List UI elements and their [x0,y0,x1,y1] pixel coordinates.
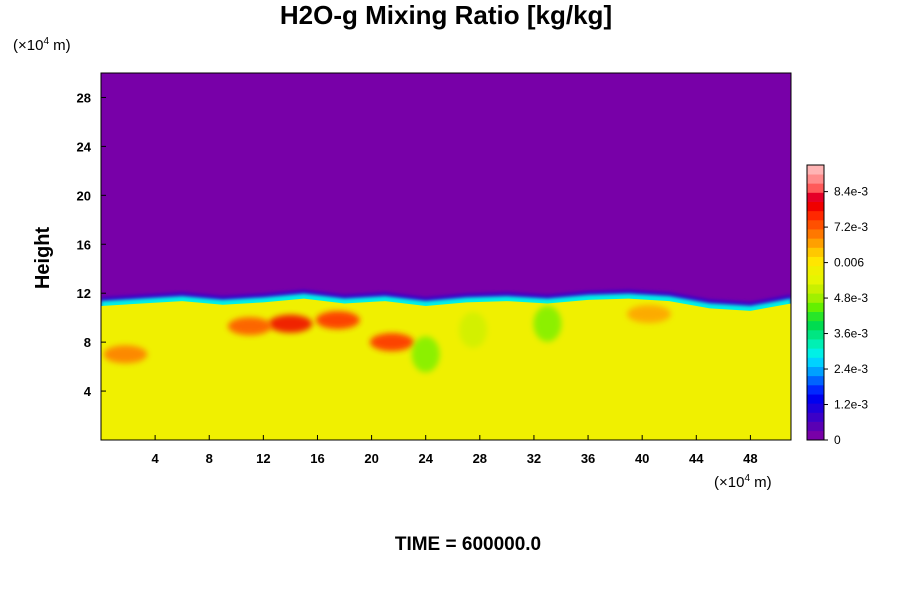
y-tick-label: 16 [77,237,91,252]
x-tick-label: 8 [206,451,213,466]
colorbar: 0 1.2e-3 2.4e-3 3.6e-3 4.8e-3 0.006 7.2e-3 8.4e… [806,164,868,447]
y-tick-label: 4 [84,384,92,399]
moist-patch [626,304,671,323]
moist-patch [227,317,272,336]
x-ticks: 4 8 12 16 20 24 28 32 36 40 44 48 [152,435,758,466]
x-tick-label: 16 [310,451,324,466]
moist-patch [369,333,414,352]
x-tick-label: 24 [418,451,433,466]
colorbar-segment [807,201,824,212]
y-tick-label: 28 [77,90,91,105]
colorbar-segment [807,394,824,404]
x-tick-label: 28 [473,451,487,466]
colorbar-tick-label: 8.4e-3 [834,185,868,199]
colorbar-segment [807,375,824,386]
colorbar-segment [807,229,824,239]
colorbar-segment [807,183,824,193]
y-tick-label: 12 [77,286,91,301]
colorbar-segment [807,192,824,202]
dry-patch [411,336,440,373]
colorbar-segment [807,293,824,303]
lower-moist-layer [101,298,791,440]
colorbar-segment [807,339,824,349]
colorbar-tick-label: 1.2e-3 [834,398,868,412]
colorbar-tick-label: 3.6e-3 [834,327,868,341]
y-tick-label: 20 [77,188,91,203]
colorbar-tick-label: 2.4e-3 [834,362,868,376]
colorbar-segment [807,311,824,322]
colorbar-segment [807,247,824,257]
colorbar-frame [806,164,825,441]
colorbar-segment [807,165,824,175]
colorbar-segment [807,366,824,377]
x-tick-label: 4 [152,451,160,466]
chart-title: H2O-g Mixing Ratio [kg/kg] [280,0,612,30]
colorbar-segment [807,421,824,432]
x-tick-label: 44 [689,451,704,466]
moisture-patches [103,304,671,373]
colorbar-segment [807,220,824,230]
colorbar-segment [807,320,824,331]
dry-patch [533,305,562,342]
x-unit-base: (×10 [714,474,744,491]
colorbar-tick-label: 7.2e-3 [834,220,868,234]
colorbar-segment [807,348,824,358]
colorbar-segment [807,385,824,395]
y-unit-suffix: m) [49,37,71,54]
colorbar-segment [807,174,824,184]
y-unit-label: (×104 m) [13,36,71,54]
y-tick-label: 8 [84,335,91,350]
x-unit-exponent: 4 [744,473,750,484]
x-tick-label: 40 [635,451,649,466]
dry-patch [459,311,488,348]
x-tick-label: 48 [743,451,757,466]
colorbar-segment [807,210,824,221]
moist-patch [268,314,313,333]
colorbar-segment [807,403,824,413]
colorbar-tick-label: 0 [834,433,841,447]
colorbar-tick-label: 0.006 [834,256,864,270]
y-axis-label: Height [32,227,54,290]
plot-frame [100,72,792,441]
x-tick-label: 32 [527,451,541,466]
x-unit-suffix: m) [750,474,772,491]
x-tick-label: 36 [581,451,595,466]
time-label: TIME = 600000.0 [395,534,541,555]
colorbar-segment [807,357,824,367]
colorbar-segment [807,330,824,340]
plot-area [101,73,791,440]
moist-patch [315,311,360,330]
colorbar-segment [807,284,824,294]
colorbar-segment [807,238,824,248]
y-unit-exponent: 4 [43,36,49,47]
x-tick-label: 12 [256,451,270,466]
y-tick-label: 24 [77,139,92,154]
x-tick-label: 20 [364,451,378,466]
colorbar-segment [807,256,824,267]
colorbar-segment [807,302,824,312]
colorbar-segment [807,265,824,276]
x-unit-label: (×104 m) [714,473,772,491]
y-unit-base: (×10 [13,37,43,54]
colorbar-segment [807,275,824,285]
moist-patch [103,345,148,364]
colorbar-segment [807,412,824,422]
colorbar-segment [807,430,824,441]
colorbar-tick-label: 4.8e-3 [834,291,868,305]
y-ticks: 4 8 12 16 20 24 28 [77,90,106,399]
